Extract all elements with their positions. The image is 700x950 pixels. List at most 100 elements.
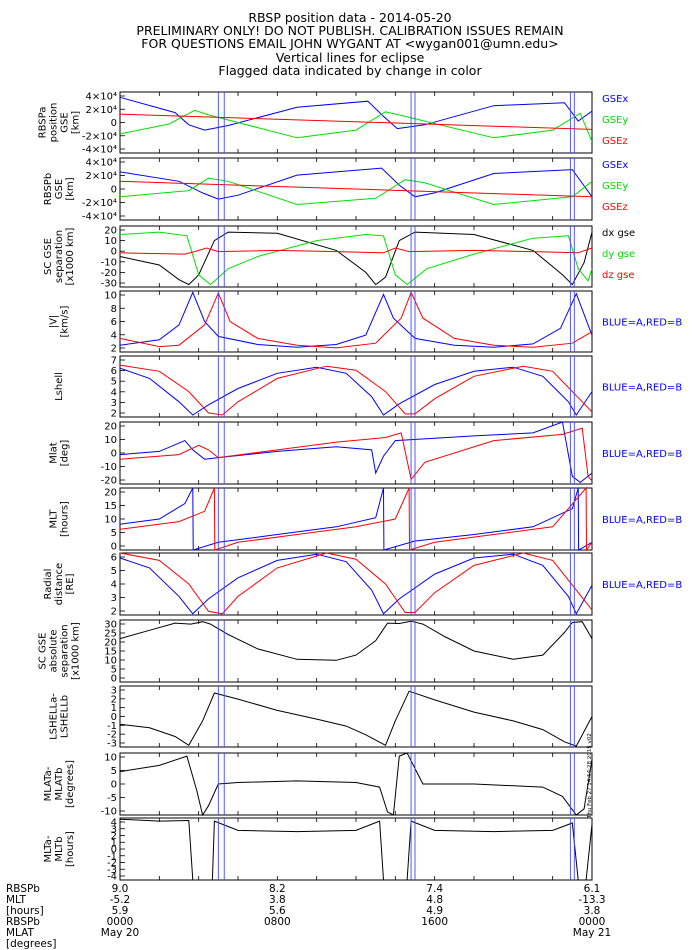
panel-9-series-diff (119, 690, 593, 747)
eclipse-note: Vertical lines for eclipse (275, 50, 425, 65)
panel-2-ytick-label: 20 (104, 226, 117, 237)
panel-11-ytick-label: -4 (107, 872, 117, 883)
panel-2-ytick-label: -10 (101, 257, 117, 268)
panel-7-series-b (119, 552, 593, 615)
panel-9-ytick-label: 3 (111, 686, 117, 697)
footer-label: [hours] (6, 905, 44, 917)
panel-6-ytick-label: 0 (111, 542, 117, 553)
footer-value: 7.4 (426, 883, 443, 895)
contact-line: FOR QUESTIONS EMAIL JOHN WYGANT AT <wyga… (141, 36, 559, 51)
panel-3-frame (119, 290, 593, 353)
panel-5-series-b (119, 427, 593, 482)
footer-value: 1600 (421, 916, 449, 928)
panel-9-ylabel: LSHELLa- (49, 693, 60, 740)
panel-8-ylabel: absolute (49, 630, 60, 673)
panel-9-ytick-label: 1 (111, 703, 117, 714)
panel-1-ytick-label: -2×10⁴ (82, 198, 117, 209)
panel-6-series-a (119, 487, 593, 551)
panel-4-ytick-label: 7 (111, 356, 117, 367)
panel-8-ytick-label: 0 (111, 674, 117, 685)
panel-1-series-gsex (119, 167, 593, 200)
panel-4-ytick-label: 5 (111, 377, 117, 388)
panel-2-ytick-label: -20 (101, 268, 117, 279)
panel-4-legend: BLUE=A,RED=B (602, 383, 682, 394)
panel-9-ytick-label: 0 (111, 712, 117, 723)
panel-6-ytick-label: 15 (104, 501, 117, 512)
panel-10-ytick-label: 0 (111, 780, 117, 791)
panel-5-ytick-label: 0 (111, 449, 117, 460)
footer-value: 5.6 (268, 905, 286, 917)
panel-10-ytick-label: -5 (107, 793, 117, 804)
panel-11-ylabel: MLTa- (43, 835, 54, 862)
panel-1-legend: GSEx (602, 160, 628, 171)
footer-value: 0800 (263, 916, 291, 928)
panel-11-ytick-label: 0 (111, 845, 117, 856)
panel-10-ylabel: [degrees] (65, 760, 76, 808)
footer-label: MLAT (6, 927, 34, 939)
footer-value: 4.8 (426, 894, 443, 906)
panel-7-frame (119, 552, 593, 616)
panel-1-ylabel: RBSPb (43, 173, 54, 205)
panel-2-frame (119, 225, 593, 288)
footer-value: 6.1 (583, 883, 601, 895)
panel-0-ytick-label: 2×10⁴ (86, 105, 117, 116)
footer-value: 4.9 (426, 905, 443, 917)
panel-1-ylabel: GSE (54, 179, 65, 199)
panel-11-series-diff (119, 818, 593, 881)
panel-8-ylabel: SC GSE (38, 633, 49, 670)
panel-2-series-dz-gse (119, 247, 593, 255)
timestamp-stamp: Thu Feb 27 14:54:28 2015 v02 (587, 733, 593, 818)
footer-value: -13.3 (578, 894, 606, 906)
panel-0-ytick-label: -2×10⁴ (82, 131, 117, 142)
panel-0-series-gsez (119, 113, 593, 130)
panel-11-ytick-label: -1 (107, 851, 117, 862)
panel-11-ytick-label: 2 (111, 831, 117, 842)
panel-11-ytick-label: -3 (107, 865, 117, 876)
panel-7-ytick-label: 6 (111, 553, 117, 564)
panel-8-ylabel: [x1000 km] (71, 622, 82, 680)
panel-1-series-gsey (119, 177, 593, 206)
panel-7-legend: BLUE=A,RED=B (602, 580, 682, 591)
panel-3-ylabel: [km/s] (60, 305, 71, 337)
footer-label: [degrees] (6, 938, 57, 950)
panel-5-ytick-label: 20 (104, 422, 117, 433)
panel-1-ytick-label: 2×10⁴ (86, 171, 117, 182)
panel-2-series-dy-gse (119, 231, 593, 286)
panel-4-ytick-label: 3 (111, 398, 117, 409)
panel-8-series-sep (119, 620, 593, 661)
panel-5-ytick-label: -20 (101, 476, 117, 487)
footer-value: May 20 (100, 927, 140, 939)
panel-9-frame (119, 685, 593, 748)
panel-10-series-diff (119, 752, 593, 817)
panel-4-ytick-label: 2 (111, 409, 117, 420)
panel-0-ytick-label: 4×10⁴ (86, 92, 117, 103)
panel-9-ylabel: LSHELLb (60, 695, 71, 738)
panel-2-ytick-label: -30 (101, 279, 117, 290)
panel-5-ytick-label: 10 (104, 435, 117, 446)
footer-label: RBSPb (6, 883, 40, 895)
panel-4-ytick-label: 6 (111, 366, 117, 377)
panel-1-ytick-label: 4×10⁴ (86, 158, 117, 169)
panel-5-ylabel: [deg] (60, 440, 71, 467)
panel-7-ytick-label: 5 (111, 566, 117, 577)
panel-0-legend: GSEz (602, 136, 628, 147)
panel-8-frame (119, 619, 593, 683)
panel-7-ylabel: distance (54, 563, 65, 605)
panel-0-legend: GSEy (602, 115, 628, 126)
panel-0-series-gsex (119, 96, 593, 131)
panel-3-ylabel: |V| (49, 315, 60, 329)
panel-10-ylabel: MLATa- (43, 766, 54, 801)
panel-0-ylabel: RBSPa (38, 107, 49, 139)
panel-11-ytick-label: 4 (111, 818, 117, 829)
panel-8-ytick-label: 5 (111, 665, 117, 676)
panel-6-frame (119, 487, 593, 551)
panel-11-ylabel: MLTb (54, 836, 65, 861)
panel-0-frame (119, 91, 593, 154)
panel-4-ytick-label: 4 (111, 387, 117, 398)
panel-5-ylabel: Mlat (49, 442, 60, 464)
panel-6-legend: BLUE=A,RED=B (602, 515, 682, 526)
panel-0-ylabel: GSE (60, 112, 71, 132)
footer-label: RBSPb (6, 916, 40, 928)
panel-2-legend: dx gse (602, 228, 635, 239)
